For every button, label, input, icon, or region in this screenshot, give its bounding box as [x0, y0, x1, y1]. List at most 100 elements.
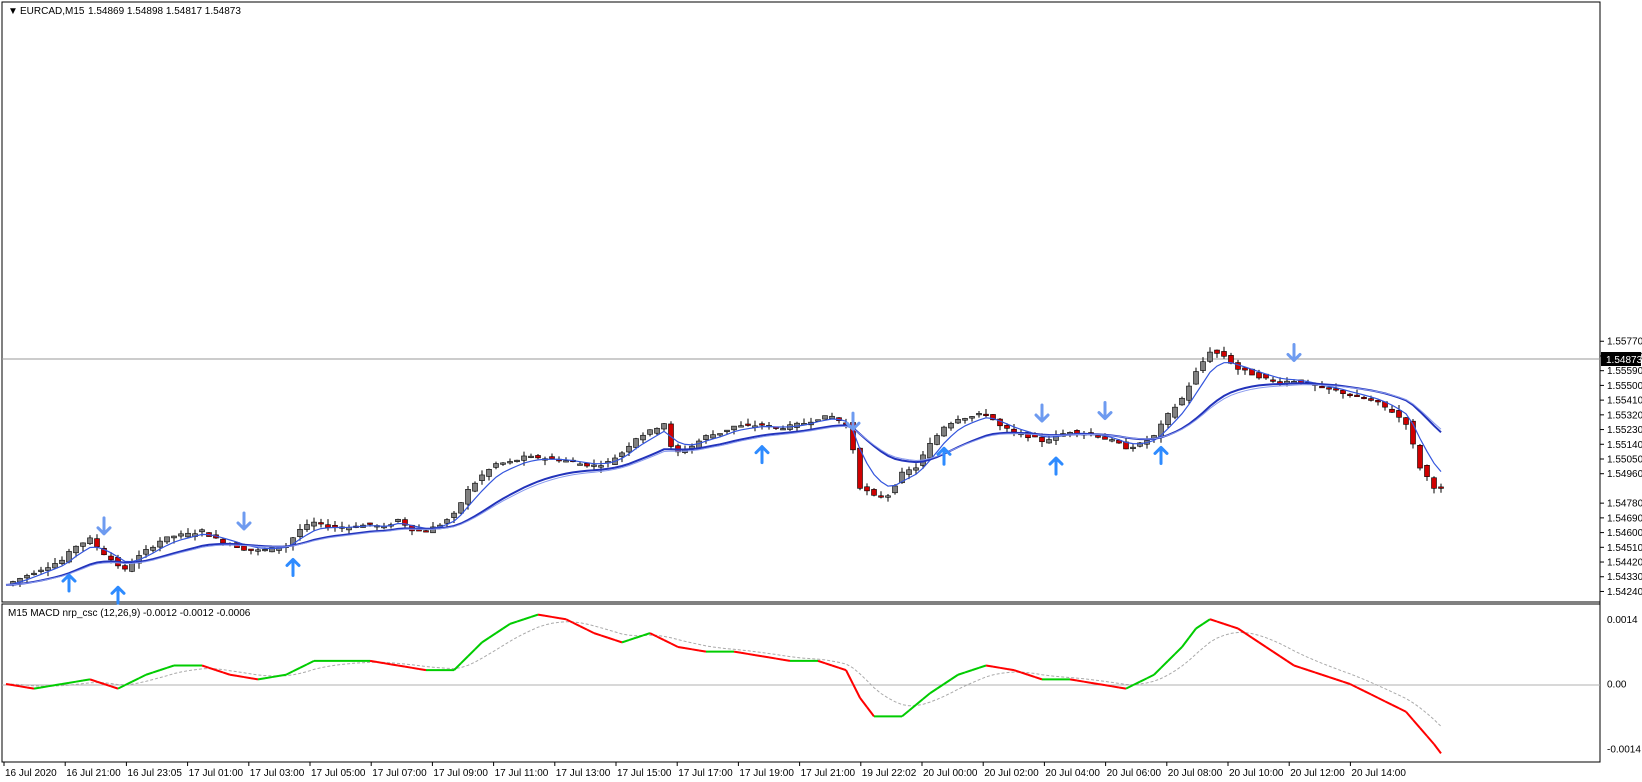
macd-segment	[537, 613, 546, 617]
macd-segment	[460, 655, 469, 664]
candle	[1165, 412, 1171, 429]
macd-segment	[1349, 683, 1358, 689]
macd-segment	[565, 618, 574, 624]
price-tick-label: 1.55590	[1607, 366, 1642, 377]
macd-segment	[1202, 618, 1211, 625]
candle	[185, 528, 191, 539]
candle	[101, 545, 107, 556]
macd-segment	[663, 639, 672, 645]
candle	[1172, 403, 1178, 420]
macd-segment	[1328, 676, 1337, 681]
buy-arrow-icon	[61, 573, 77, 593]
macd-segment	[901, 709, 910, 718]
candle	[1326, 387, 1332, 394]
macd-segment	[1097, 683, 1106, 687]
macd-segment	[1027, 673, 1036, 679]
macd-segment	[1132, 680, 1141, 687]
candle	[24, 573, 30, 583]
macd-panel[interactable]	[1, 603, 1601, 763]
candle	[52, 557, 58, 570]
macd-segment	[152, 669, 161, 674]
candle	[1109, 437, 1115, 443]
macd-segment	[33, 686, 42, 690]
macd-segment	[1251, 636, 1260, 644]
macd-segment	[929, 687, 938, 695]
candle	[703, 434, 709, 444]
time-tick-label: 20 Jul 14:00	[1351, 768, 1406, 779]
macd-segment	[75, 679, 84, 683]
price-tick-label: 1.54330	[1607, 572, 1642, 583]
macd-segment	[551, 615, 560, 620]
candle	[1270, 376, 1276, 383]
macd-segment	[1265, 646, 1274, 653]
macd-segment	[845, 669, 854, 685]
price-tick-label: 1.54240	[1607, 587, 1642, 598]
macd-segment	[1013, 669, 1022, 674]
sell-arrow-icon	[1097, 401, 1113, 421]
sell-arrow-icon	[96, 516, 112, 536]
candle	[878, 491, 884, 499]
macd-segment	[509, 620, 518, 625]
macd-segment	[208, 666, 217, 672]
macd-segment	[299, 663, 308, 669]
macd-segment	[117, 684, 126, 690]
macd-segment	[166, 664, 175, 669]
candle	[1361, 395, 1367, 400]
buy-arrow-icon	[285, 557, 301, 577]
candle	[444, 518, 450, 527]
time-tick-label: 16 Jul 23:05	[127, 768, 182, 779]
symbol-dropdown-icon[interactable]: ▼	[8, 6, 18, 17]
macd-segment	[418, 667, 427, 672]
price-tick-label: 1.55410	[1607, 396, 1642, 407]
macd-segment	[411, 666, 420, 670]
candle	[1242, 367, 1248, 375]
candle	[1193, 367, 1199, 385]
macd-segment	[54, 683, 63, 687]
macd-segment	[201, 664, 210, 669]
macd-segment	[859, 697, 868, 708]
buy-arrow-icon	[1153, 445, 1169, 465]
macd-segment	[943, 678, 952, 685]
candle	[780, 425, 786, 431]
price-tick-label: 1.54780	[1607, 499, 1642, 510]
macd-segment	[558, 617, 567, 621]
buy-arrow-icon	[110, 585, 126, 605]
price-tick-label: 1.55500	[1607, 381, 1642, 392]
ohlc-readout: 1.54869 1.54898 1.54817 1.54873	[88, 6, 241, 17]
candle	[948, 421, 954, 431]
candle	[1200, 357, 1206, 373]
macd-segment	[1090, 681, 1099, 685]
macd-segment	[572, 621, 581, 628]
candle	[395, 518, 401, 523]
sell-arrow-icon	[236, 511, 252, 531]
macd-segment	[691, 648, 700, 652]
time-axis: 16 Jul 2020 16 Jul 21:00 16 Jul 23:05 17 Ju…	[3, 762, 1406, 779]
price-panel[interactable]	[1, 1, 1601, 603]
macd-segment	[1006, 667, 1015, 672]
candle	[143, 545, 149, 558]
macd-segment	[1223, 622, 1232, 628]
macd-segment	[684, 647, 693, 651]
candle	[311, 517, 317, 532]
candle	[885, 494, 891, 502]
macd-segment	[614, 639, 623, 644]
time-tick-label: 17 Jul 11:00	[495, 768, 549, 779]
macd-segment	[306, 659, 315, 666]
macd-segment	[985, 664, 994, 668]
candle	[59, 556, 65, 566]
candle	[1375, 399, 1381, 406]
macd-segment	[754, 654, 763, 658]
candle	[864, 483, 870, 496]
macd-segment	[950, 673, 959, 681]
candle	[1130, 443, 1136, 452]
macd-segment	[908, 704, 917, 712]
candle	[927, 437, 933, 459]
macd-segment	[474, 641, 483, 651]
macd-segment	[992, 665, 1001, 669]
macd-segment	[1258, 641, 1267, 648]
macd-segment	[229, 673, 238, 677]
candle	[199, 528, 205, 537]
macd-segment	[257, 677, 266, 681]
candle	[402, 517, 408, 529]
